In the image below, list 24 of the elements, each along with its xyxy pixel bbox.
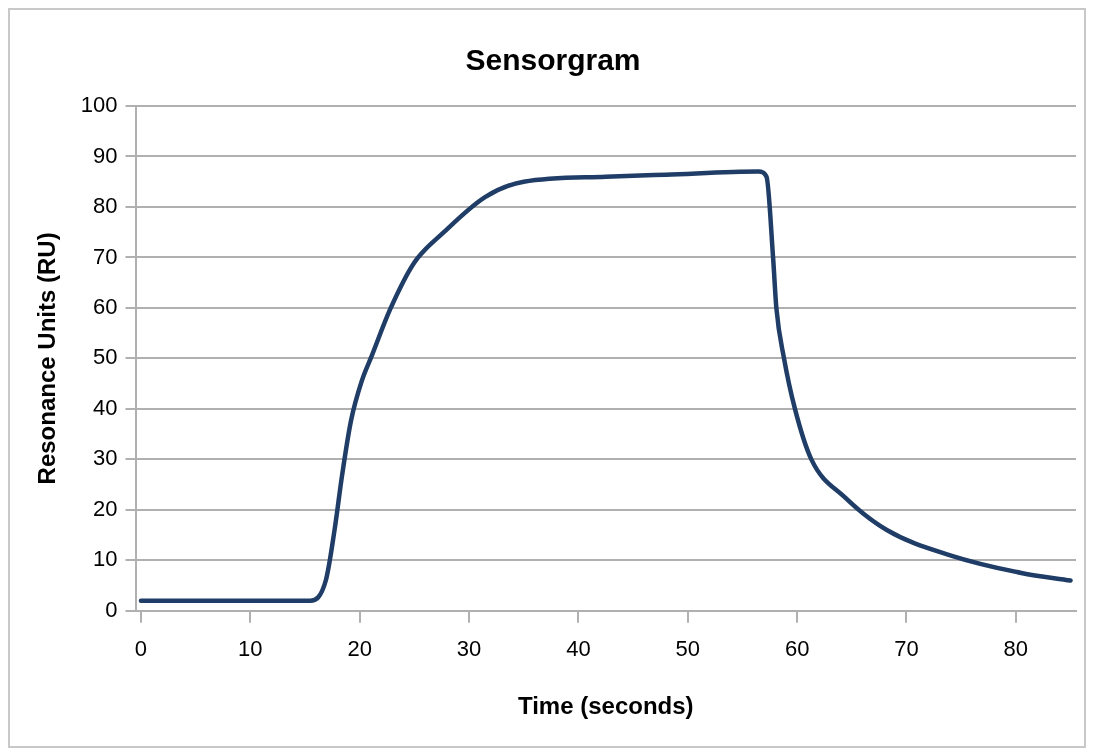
- x-tick-label: 80: [1003, 636, 1029, 662]
- y-tick-label: 20: [93, 495, 118, 521]
- y-axis-title: Resonance Units (RU): [33, 232, 61, 485]
- y-tick-label: 60: [93, 293, 118, 319]
- y-tick-label: 70: [93, 243, 118, 269]
- x-tick-label: 40: [566, 636, 591, 662]
- x-tick-label: 60: [784, 636, 810, 662]
- y-tick-label: 0: [105, 596, 118, 622]
- x-tick-label: 30: [456, 636, 482, 662]
- y-tick-label: 80: [93, 193, 118, 219]
- y-tick-label: 50: [93, 344, 118, 370]
- line-series: [138, 169, 1073, 603]
- x-tick-label: 0: [134, 636, 148, 662]
- x-tick-label: 10: [238, 636, 263, 662]
- x-axis-title: Time (seconds): [517, 692, 694, 720]
- y-tick-label: 90: [93, 142, 118, 168]
- y-tick-label: 40: [93, 394, 118, 420]
- y-tick-label: 30: [93, 445, 118, 471]
- y-tick-label: 10: [93, 546, 118, 572]
- x-tick-label: 70: [894, 636, 919, 662]
- x-tick-label: 50: [675, 636, 701, 662]
- chart-title: Sensorgram: [465, 43, 641, 77]
- y-tick-label: 100: [80, 92, 118, 118]
- x-tick-label: 20: [347, 636, 372, 662]
